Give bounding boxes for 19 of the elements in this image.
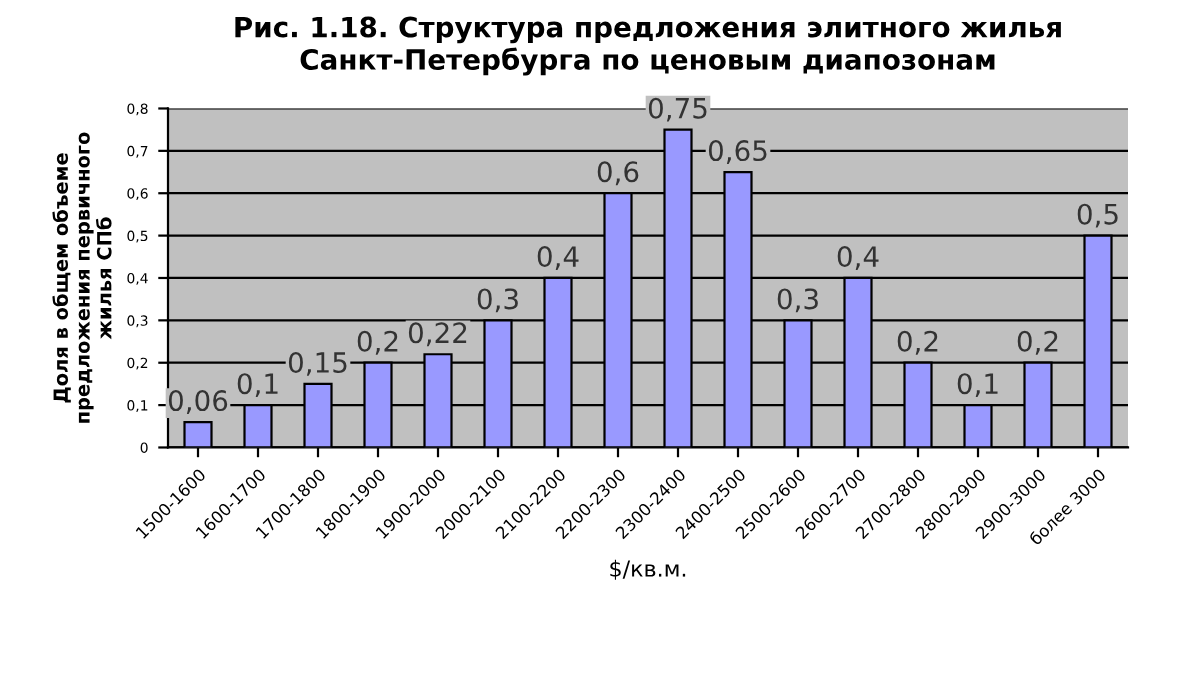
data-label: 0,5 — [1077, 203, 1118, 228]
x-axis-title: $/кв.м. — [610, 559, 686, 580]
data-label: 0,2 — [897, 330, 938, 355]
data-label: 0,3 — [477, 288, 518, 313]
data-label: 0,15 — [288, 351, 347, 376]
y-axis-title: Доля в общем объеме предложения первичного жилья СПб — [52, 132, 112, 423]
data-label: 0,2 — [1017, 330, 1058, 355]
data-label: 0,22 — [408, 322, 467, 347]
data-label: 0,06 — [168, 390, 228, 414]
data-label: 0,6 — [597, 161, 639, 186]
data-label: 0,4 — [537, 246, 579, 270]
data-label: 0,65 — [708, 140, 767, 164]
data-label: 0,75 — [648, 97, 707, 122]
data-label: 0,3 — [777, 288, 818, 313]
data-label: 0,2 — [357, 330, 398, 355]
data-label: 0,1 — [237, 373, 278, 397]
data-label: 0,4 — [837, 246, 879, 270]
chart-title: Рис. 1.18. Структура предложения элитного жилья Санкт-Петербурга по ценовым диапозонам — [235, 16, 1061, 76]
data-label: 0,1 — [957, 373, 998, 397]
